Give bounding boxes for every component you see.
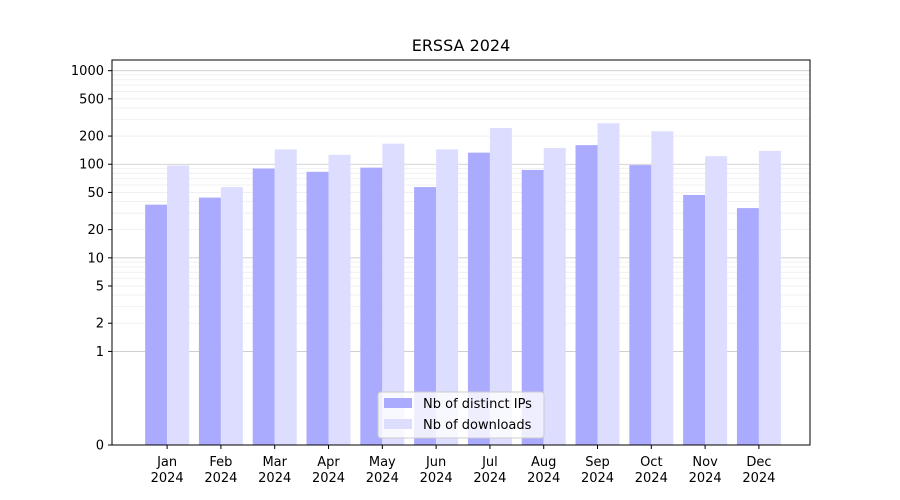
x-tick-label: Oct 2024 (635, 455, 668, 486)
bar-distinct-ips (414, 187, 437, 445)
bar-downloads (543, 148, 566, 445)
x-tick-label: Apr 2024 (312, 455, 345, 486)
y-tick-label: 0 (96, 439, 104, 454)
x-tick-label: May 2024 (366, 455, 399, 486)
bar-downloads (758, 150, 781, 445)
bar-distinct-ips (306, 171, 329, 445)
bar-distinct-ips (467, 152, 490, 445)
bar-distinct-ips (575, 145, 598, 445)
y-tick-label: 1 (96, 345, 104, 360)
bar-distinct-ips (683, 194, 706, 445)
x-tick-label: Mar 2024 (258, 455, 291, 486)
bar-downloads (705, 156, 728, 445)
y-tick-label: 1000 (71, 64, 104, 79)
plot-frame (111, 59, 811, 446)
legend-swatch (384, 419, 412, 429)
bar-downloads (382, 143, 405, 445)
bar-distinct-ips (198, 197, 221, 445)
legend-box (377, 391, 545, 439)
bar-distinct-ips (252, 168, 275, 445)
x-tick-label: Nov 2024 (689, 455, 722, 486)
bar-distinct-ips (629, 165, 652, 445)
x-tick-label: Feb 2024 (204, 455, 237, 486)
bar-downloads (167, 165, 190, 446)
y-tick-label: 50 (87, 186, 104, 201)
y-axis: 0 1 2 5 10 20 50 100 200 500 1000 (71, 64, 112, 454)
bar-distinct-ips (145, 204, 168, 445)
x-tick-label: Jun 2024 (420, 455, 453, 486)
x-tick-label: Sep 2024 (581, 455, 614, 486)
bar-downloads (220, 187, 243, 445)
x-tick-label: Jan 2024 (151, 455, 184, 486)
bar-downloads (597, 123, 620, 445)
bar-distinct-ips (521, 169, 544, 445)
y-tick-label: 500 (79, 92, 104, 107)
bar-downloads (489, 127, 512, 446)
bar-downloads (436, 149, 459, 445)
x-tick-label: Jul 2024 (473, 455, 506, 486)
bar-downloads (328, 154, 351, 445)
x-tick-label: Aug 2024 (527, 455, 560, 486)
legend-label: Nb of distinct IPs (423, 397, 532, 412)
x-axis: Jan 2024 Feb 2024 Mar 2024 Apr 2024 May 2024 Jun 20… (151, 445, 775, 486)
bar-distinct-ips (736, 208, 759, 445)
y-tick-label: 2 (96, 317, 104, 332)
y-tick-label: 10 (87, 251, 104, 266)
y-tick-label: 20 (87, 223, 104, 238)
y-tick-label: 5 (96, 280, 104, 295)
bar-downloads (651, 131, 674, 445)
legend: Nb of distinct IPs Nb of downloads (377, 391, 545, 439)
y-tick-label: 100 (79, 158, 104, 173)
chart-title: ERSSA 2024 (412, 36, 511, 55)
bar-downloads (274, 149, 297, 445)
bar-distinct-ips (360, 167, 383, 445)
legend-swatch (384, 398, 412, 408)
y-tick-label: 200 (79, 130, 104, 145)
x-tick-label: Dec 2024 (742, 455, 775, 486)
bars (145, 123, 781, 446)
legend-label: Nb of downloads (423, 418, 532, 433)
